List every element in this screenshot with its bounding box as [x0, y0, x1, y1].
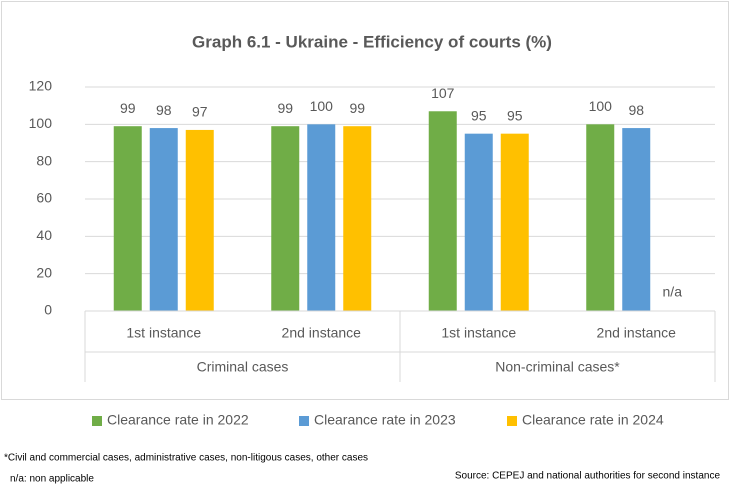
chart-title: Graph 6.1 - Ukraine - Efficiency of cour…: [192, 32, 552, 51]
bar: [464, 133, 493, 311]
data-label: 97: [192, 104, 208, 120]
x-tick-label: 2nd instance: [597, 325, 677, 341]
y-tick-label: 120: [29, 78, 53, 94]
bar: [500, 133, 529, 311]
x-tick-label: 1st instance: [126, 325, 201, 341]
bar: [149, 128, 178, 311]
data-label: 99: [277, 100, 293, 116]
data-label: n/a: [663, 284, 683, 300]
y-tick-label: 0: [44, 302, 52, 318]
data-label: 95: [507, 107, 523, 123]
legend-swatch: [507, 416, 517, 426]
bar: [586, 124, 615, 311]
data-label: 98: [156, 102, 172, 118]
footnote: *Civil and commercial cases, administrat…: [4, 453, 368, 464]
footnote: n/a: non applicable: [10, 474, 94, 484]
y-tick-label: 40: [36, 227, 52, 243]
data-label: 107: [431, 85, 455, 101]
y-tick-label: 60: [36, 190, 52, 206]
group-label: Non-criminal cases*: [495, 359, 620, 375]
y-tick-label: 100: [29, 115, 53, 131]
data-label: 100: [310, 98, 334, 114]
data-label: 98: [628, 102, 644, 118]
data-label: 99: [349, 100, 365, 116]
data-label: 99: [120, 100, 136, 116]
legend-label: Clearance rate in 2023: [314, 412, 456, 428]
bar: [428, 111, 457, 312]
legend-label: Clearance rate in 2022: [107, 412, 249, 428]
y-tick-label: 20: [36, 264, 52, 280]
bar: [307, 124, 336, 311]
legend-label: Clearance rate in 2024: [522, 412, 664, 428]
bar: [343, 126, 372, 311]
source: Source: CEPEJ and national authorities f…: [455, 471, 721, 482]
bar: [185, 129, 214, 311]
bar: [113, 126, 142, 311]
data-label: 95: [471, 107, 487, 123]
legend-swatch: [299, 416, 309, 426]
bar: [622, 128, 651, 311]
bar: [271, 126, 300, 311]
x-tick-label: 2nd instance: [282, 325, 362, 341]
group-label: Criminal cases: [197, 359, 289, 375]
legend-swatch: [92, 416, 102, 426]
data-label: 100: [589, 98, 613, 114]
x-tick-label: 1st instance: [441, 325, 516, 341]
y-tick-label: 80: [36, 152, 52, 168]
